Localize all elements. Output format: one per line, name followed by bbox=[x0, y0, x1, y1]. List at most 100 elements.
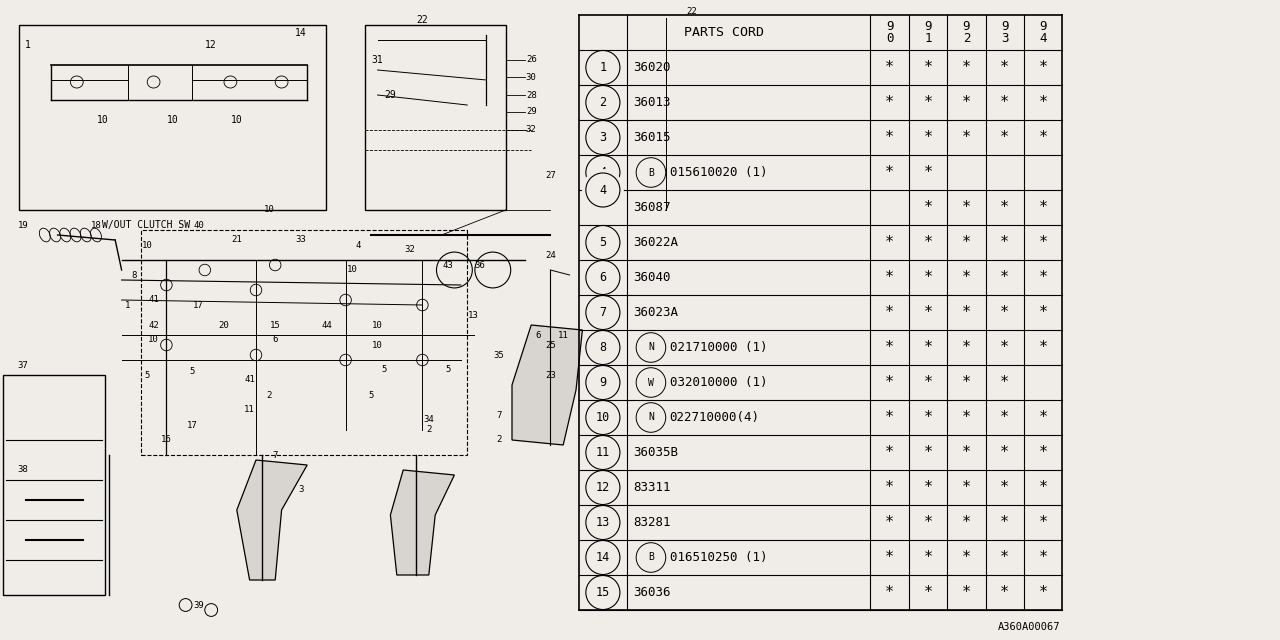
Text: 15: 15 bbox=[270, 321, 280, 330]
Text: 10: 10 bbox=[264, 205, 274, 214]
Text: *: * bbox=[923, 340, 933, 355]
Text: 4: 4 bbox=[599, 166, 607, 179]
Text: 5: 5 bbox=[445, 365, 451, 374]
Text: *: * bbox=[923, 410, 933, 425]
Text: 21: 21 bbox=[232, 236, 242, 244]
Text: *: * bbox=[923, 130, 933, 145]
Text: A360A00067: A360A00067 bbox=[997, 622, 1060, 632]
Text: 36: 36 bbox=[475, 260, 485, 269]
Text: *: * bbox=[1038, 95, 1048, 110]
Text: *: * bbox=[961, 375, 972, 390]
Text: 5: 5 bbox=[189, 367, 195, 376]
Text: 015610020 (1): 015610020 (1) bbox=[669, 166, 767, 179]
Text: *: * bbox=[923, 375, 933, 390]
Text: 6: 6 bbox=[535, 330, 540, 339]
Ellipse shape bbox=[584, 170, 622, 209]
Text: 9: 9 bbox=[963, 20, 970, 33]
Text: 38: 38 bbox=[18, 465, 28, 474]
Text: *: * bbox=[1038, 60, 1048, 75]
Text: 24: 24 bbox=[545, 250, 556, 259]
Text: 33: 33 bbox=[296, 236, 306, 244]
Text: *: * bbox=[1000, 340, 1010, 355]
Text: 9: 9 bbox=[599, 376, 607, 389]
Text: B: B bbox=[648, 552, 654, 563]
Text: 16: 16 bbox=[161, 435, 172, 445]
Polygon shape bbox=[237, 460, 307, 580]
Text: 32: 32 bbox=[526, 125, 536, 134]
Text: 39: 39 bbox=[193, 600, 204, 609]
Text: *: * bbox=[1038, 585, 1048, 600]
Text: 6: 6 bbox=[273, 335, 278, 344]
Text: *: * bbox=[884, 515, 895, 530]
Text: 36035B: 36035B bbox=[634, 446, 678, 459]
Text: 3: 3 bbox=[599, 131, 607, 144]
Text: 42: 42 bbox=[148, 321, 159, 330]
Text: *: * bbox=[1038, 445, 1048, 460]
Text: *: * bbox=[923, 165, 933, 180]
Text: B: B bbox=[648, 168, 654, 177]
Text: *: * bbox=[961, 200, 972, 215]
Text: 7: 7 bbox=[497, 410, 502, 419]
Text: 17: 17 bbox=[187, 420, 197, 429]
Text: *: * bbox=[1000, 200, 1010, 215]
Text: 8: 8 bbox=[599, 341, 607, 354]
Text: 2: 2 bbox=[426, 426, 431, 435]
Text: 35: 35 bbox=[494, 351, 504, 360]
Text: *: * bbox=[961, 270, 972, 285]
Text: 11: 11 bbox=[244, 406, 255, 415]
Text: *: * bbox=[1000, 410, 1010, 425]
Text: 83281: 83281 bbox=[634, 516, 671, 529]
Text: 41: 41 bbox=[244, 376, 255, 385]
Text: *: * bbox=[884, 165, 895, 180]
Text: *: * bbox=[1000, 515, 1010, 530]
Text: 10: 10 bbox=[148, 335, 159, 344]
Text: 27: 27 bbox=[545, 170, 556, 179]
Text: 23: 23 bbox=[545, 371, 556, 380]
Text: *: * bbox=[1000, 375, 1010, 390]
Text: N: N bbox=[648, 342, 654, 353]
Text: 10: 10 bbox=[230, 115, 243, 125]
Text: 5: 5 bbox=[145, 371, 150, 380]
Text: 5: 5 bbox=[599, 236, 607, 249]
Text: 9: 9 bbox=[1001, 20, 1009, 33]
Text: 021710000 (1): 021710000 (1) bbox=[669, 341, 767, 354]
Text: 34: 34 bbox=[424, 415, 434, 424]
Text: *: * bbox=[1000, 550, 1010, 565]
Text: 26: 26 bbox=[526, 56, 536, 65]
Text: *: * bbox=[1000, 235, 1010, 250]
Text: *: * bbox=[961, 130, 972, 145]
Text: *: * bbox=[884, 60, 895, 75]
Text: *: * bbox=[884, 305, 895, 320]
Text: *: * bbox=[1038, 515, 1048, 530]
Text: *: * bbox=[923, 60, 933, 75]
Text: 1: 1 bbox=[599, 61, 607, 74]
Bar bbox=[19, 25, 326, 210]
Text: 30: 30 bbox=[526, 72, 536, 81]
Text: 31: 31 bbox=[371, 55, 384, 65]
Text: 20: 20 bbox=[219, 321, 229, 330]
Text: 10: 10 bbox=[595, 411, 611, 424]
Text: 28: 28 bbox=[526, 90, 536, 99]
Text: *: * bbox=[1038, 130, 1048, 145]
Text: N: N bbox=[648, 413, 654, 422]
Text: 2: 2 bbox=[963, 32, 970, 45]
Text: *: * bbox=[923, 445, 933, 460]
Text: 5: 5 bbox=[369, 390, 374, 399]
Text: *: * bbox=[1000, 95, 1010, 110]
Text: *: * bbox=[1000, 445, 1010, 460]
Text: PARTS CORD: PARTS CORD bbox=[685, 26, 764, 39]
Text: *: * bbox=[1038, 340, 1048, 355]
Text: 19: 19 bbox=[18, 221, 28, 230]
Text: *: * bbox=[923, 200, 933, 215]
Text: 10: 10 bbox=[372, 340, 383, 349]
Text: 44: 44 bbox=[321, 321, 332, 330]
Text: 36015: 36015 bbox=[634, 131, 671, 144]
Text: 41: 41 bbox=[148, 296, 159, 305]
Text: *: * bbox=[1000, 585, 1010, 600]
Text: *: * bbox=[923, 550, 933, 565]
Text: W/OUT CLUTCH SW: W/OUT CLUTCH SW bbox=[102, 220, 191, 230]
Text: *: * bbox=[1000, 480, 1010, 495]
Text: 22: 22 bbox=[416, 15, 429, 25]
Text: *: * bbox=[1038, 305, 1048, 320]
Text: 11: 11 bbox=[595, 446, 611, 459]
